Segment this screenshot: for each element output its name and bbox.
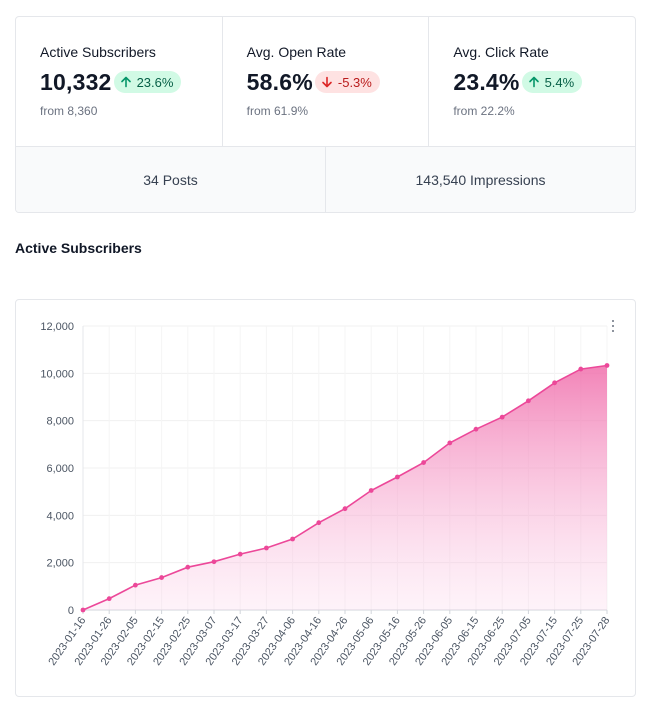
change-badge-up: 23.6% [113,71,182,93]
data-point [421,460,426,465]
stat-previous: from 22.2% [453,104,515,118]
stat-click-rate: Avg. Click Rate 23.4% 5.4% from 22.2% [428,17,635,146]
change-value: -5.3% [337,74,372,90]
data-point [447,440,453,446]
stats-card: Active Subscribers 10,332 23.6% from 8,3… [15,16,636,213]
data-point [473,426,479,432]
data-point [552,380,557,386]
totals-row: 34 Posts 143,540 Impressions [16,147,635,212]
change-badge-down: -5.3% [314,71,380,93]
arrow-down-icon [322,76,332,88]
data-point [316,520,322,526]
data-point [106,596,112,602]
y-tick-label: 2,000 [46,558,74,570]
y-tick-label: 12,000 [40,321,74,333]
data-point [368,488,374,493]
y-tick-label: 10,000 [40,368,74,380]
stat-value: 10,332 [40,68,112,95]
data-point [80,607,86,613]
data-point [499,414,505,420]
change-badge-up: 5.4% [521,71,583,93]
stat-previous: from 61.9% [246,104,309,118]
total-impressions: 143,540 Impressions [325,147,635,212]
data-point [133,582,138,588]
stat-label: Avg. Open Rate [246,44,347,60]
total-posts: 34 Posts [143,172,198,188]
data-point [159,575,165,580]
arrow-up-icon [528,76,539,88]
y-tick-label: 6,000 [46,463,74,475]
stat-open-rate: Avg. Open Rate 58.6% -5.3% from 61.9% [221,17,429,146]
data-point [526,398,531,404]
stat-label: Avg. Click Rate [453,44,549,60]
stat-value: 58.6% [246,68,313,95]
chart-card: 0 2,000 4,000 6,000 8,000 10,000 12,000 2023-0… [15,299,636,697]
y-tick-label: 4,000 [46,510,74,522]
stats-row: Active Subscribers 10,332 23.6% from 8,3… [16,17,635,147]
stat-value: 23.4% [453,68,520,95]
arrow-up-icon [120,76,131,88]
data-point [185,564,191,570]
chart-menu-icon[interactable] [611,320,615,334]
data-point [342,506,348,512]
series-area [83,365,607,610]
data-point [604,363,610,368]
y-tick-label: 8,000 [46,416,74,428]
data-point [237,551,243,557]
data-point [290,536,295,542]
stat-active-subscribers: Active Subscribers 10,332 23.6% from 8,3… [16,17,222,146]
stat-label: Active Subscribers [40,44,156,60]
data-point [395,474,400,480]
change-value: 5.4% [544,74,575,90]
data-point [578,366,584,372]
stat-previous: from 8,360 [40,104,98,118]
change-value: 23.6% [136,74,174,90]
section-title: Active Subscribers [15,240,142,256]
y-tick-label: 0 [68,605,74,617]
data-point [264,545,269,551]
data-point [211,559,217,565]
